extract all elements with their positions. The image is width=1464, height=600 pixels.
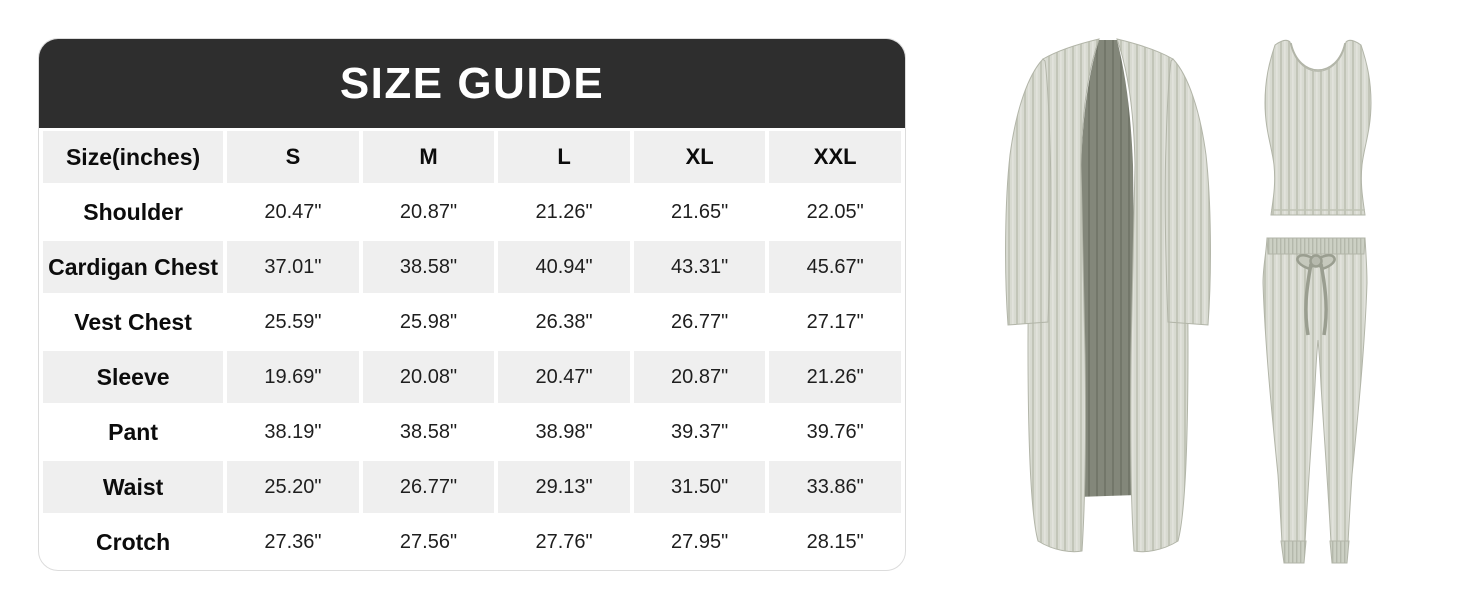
pants-right-cuff	[1329, 540, 1350, 564]
measurement-value: 21.65"	[671, 200, 729, 223]
measurement-value: 20.08"	[362, 351, 495, 403]
measurement-label: Pant	[108, 418, 158, 445]
measurement-value: 25.59"	[264, 310, 322, 333]
measurement-value: 39.37"	[671, 420, 729, 443]
measurement-value: 20.47"	[498, 351, 630, 403]
pants-waistband	[1266, 237, 1366, 255]
measurement-value: 22.05"	[806, 200, 864, 223]
measurement-value: 38.98"	[535, 420, 593, 443]
measurement-value: 26.77"	[671, 310, 729, 333]
size-header-row: Size(inches) S M L XL XXL	[43, 131, 901, 183]
product-photos	[960, 15, 1450, 590]
measurement-value: 38.19"	[264, 420, 322, 443]
measurement-label: Cardigan Chest	[43, 241, 224, 293]
size-guide-title-bar: SIZE GUIDE	[39, 39, 905, 128]
measurement-value: 21.26"	[535, 200, 593, 223]
size-column-header: M	[362, 131, 495, 183]
cardigan-lining	[1077, 40, 1137, 497]
measurement-value: 33.86"	[769, 461, 901, 513]
tank-top-body	[1264, 39, 1372, 216]
measurement-label: Crotch	[96, 528, 171, 555]
size-guide-table: Size(inches) S M L XL XXL Shoulder 20.47" 20.8…	[39, 128, 905, 570]
measurement-value: 21.26"	[769, 351, 901, 403]
measurement-value: 38.58"	[399, 420, 458, 443]
measurement-value: 37.01"	[227, 241, 359, 293]
measurement-value: 19.69"	[227, 351, 359, 403]
measurement-value: 25.98"	[399, 310, 458, 333]
size-unit-header: Size(inches)	[43, 131, 224, 183]
measurement-label: Vest Chest	[74, 308, 192, 335]
measurement-label: Waist	[43, 461, 224, 513]
cardigan-left-sleeve	[1005, 58, 1052, 326]
measurement-value: 43.31"	[633, 241, 766, 293]
measurement-row: Shoulder 20.47" 20.87" 21.26" 21.65" 22.05"	[43, 186, 901, 238]
cardigan-image	[1005, 38, 1211, 553]
measurement-value: 27.95"	[671, 530, 729, 553]
measurement-value: 27.36"	[264, 530, 322, 553]
size-guide-card: SIZE GUIDE Size(inches) S M L XL XXL Shoulde…	[38, 38, 906, 571]
measurement-row: Cardigan Chest 37.01" 38.58" 40.94" 43.31" 45…	[43, 241, 901, 293]
measurement-label: Shoulder	[83, 198, 183, 225]
measurement-row: Vest Chest 25.59" 25.98" 26.38" 26.77" 27.17"	[43, 296, 901, 348]
pants-left-cuff	[1280, 540, 1307, 564]
measurement-row: Waist 25.20" 26.77" 29.13" 31.50" 33.86"	[43, 461, 901, 513]
tank-top-neckline	[1290, 42, 1346, 71]
measurement-value: 39.76"	[806, 420, 864, 443]
measurement-value: 26.77"	[362, 461, 495, 513]
measurement-value: 20.87"	[633, 351, 766, 403]
measurement-value: 27.56"	[399, 530, 458, 553]
measurement-value: 38.58"	[362, 241, 495, 293]
cardigan-right-sleeve	[1164, 58, 1211, 326]
measurement-value: 27.76"	[535, 530, 593, 553]
measurement-value: 28.15"	[806, 530, 864, 553]
measurement-value: 27.17"	[806, 310, 864, 333]
size-column-header: XL	[633, 131, 766, 183]
size-column-header: XXL	[769, 131, 901, 183]
measurement-value: 40.94"	[498, 241, 630, 293]
measurement-row: Sleeve 19.69" 20.08" 20.47" 20.87" 21.26"	[43, 351, 901, 403]
measurement-value: 31.50"	[633, 461, 766, 513]
measurement-row: Pant 38.19" 38.58" 38.98" 39.37" 39.76"	[43, 406, 901, 458]
pants-image	[1262, 237, 1368, 564]
measurement-row: Crotch 27.36" 27.56" 27.76" 27.95" 28.15"	[43, 516, 901, 568]
drawstring-bow	[1296, 254, 1336, 336]
size-column-header: S	[227, 131, 359, 183]
measurement-value: 29.13"	[498, 461, 630, 513]
tank-top-image	[1264, 39, 1372, 216]
measurement-value: 45.67"	[769, 241, 901, 293]
measurement-value: 26.38"	[535, 310, 593, 333]
measurement-value: 20.47"	[264, 200, 322, 223]
measurement-value: 20.87"	[399, 200, 458, 223]
pants-body	[1262, 237, 1368, 544]
size-table-body: Shoulder 20.47" 20.87" 21.26" 21.65" 22.05" Ca…	[43, 186, 901, 568]
size-guide-title: SIZE GUIDE	[339, 58, 605, 108]
measurement-label: Sleeve	[43, 351, 224, 403]
size-column-header: L	[498, 131, 630, 183]
measurement-value: 25.20"	[227, 461, 359, 513]
product-photo-set	[1005, 38, 1372, 564]
